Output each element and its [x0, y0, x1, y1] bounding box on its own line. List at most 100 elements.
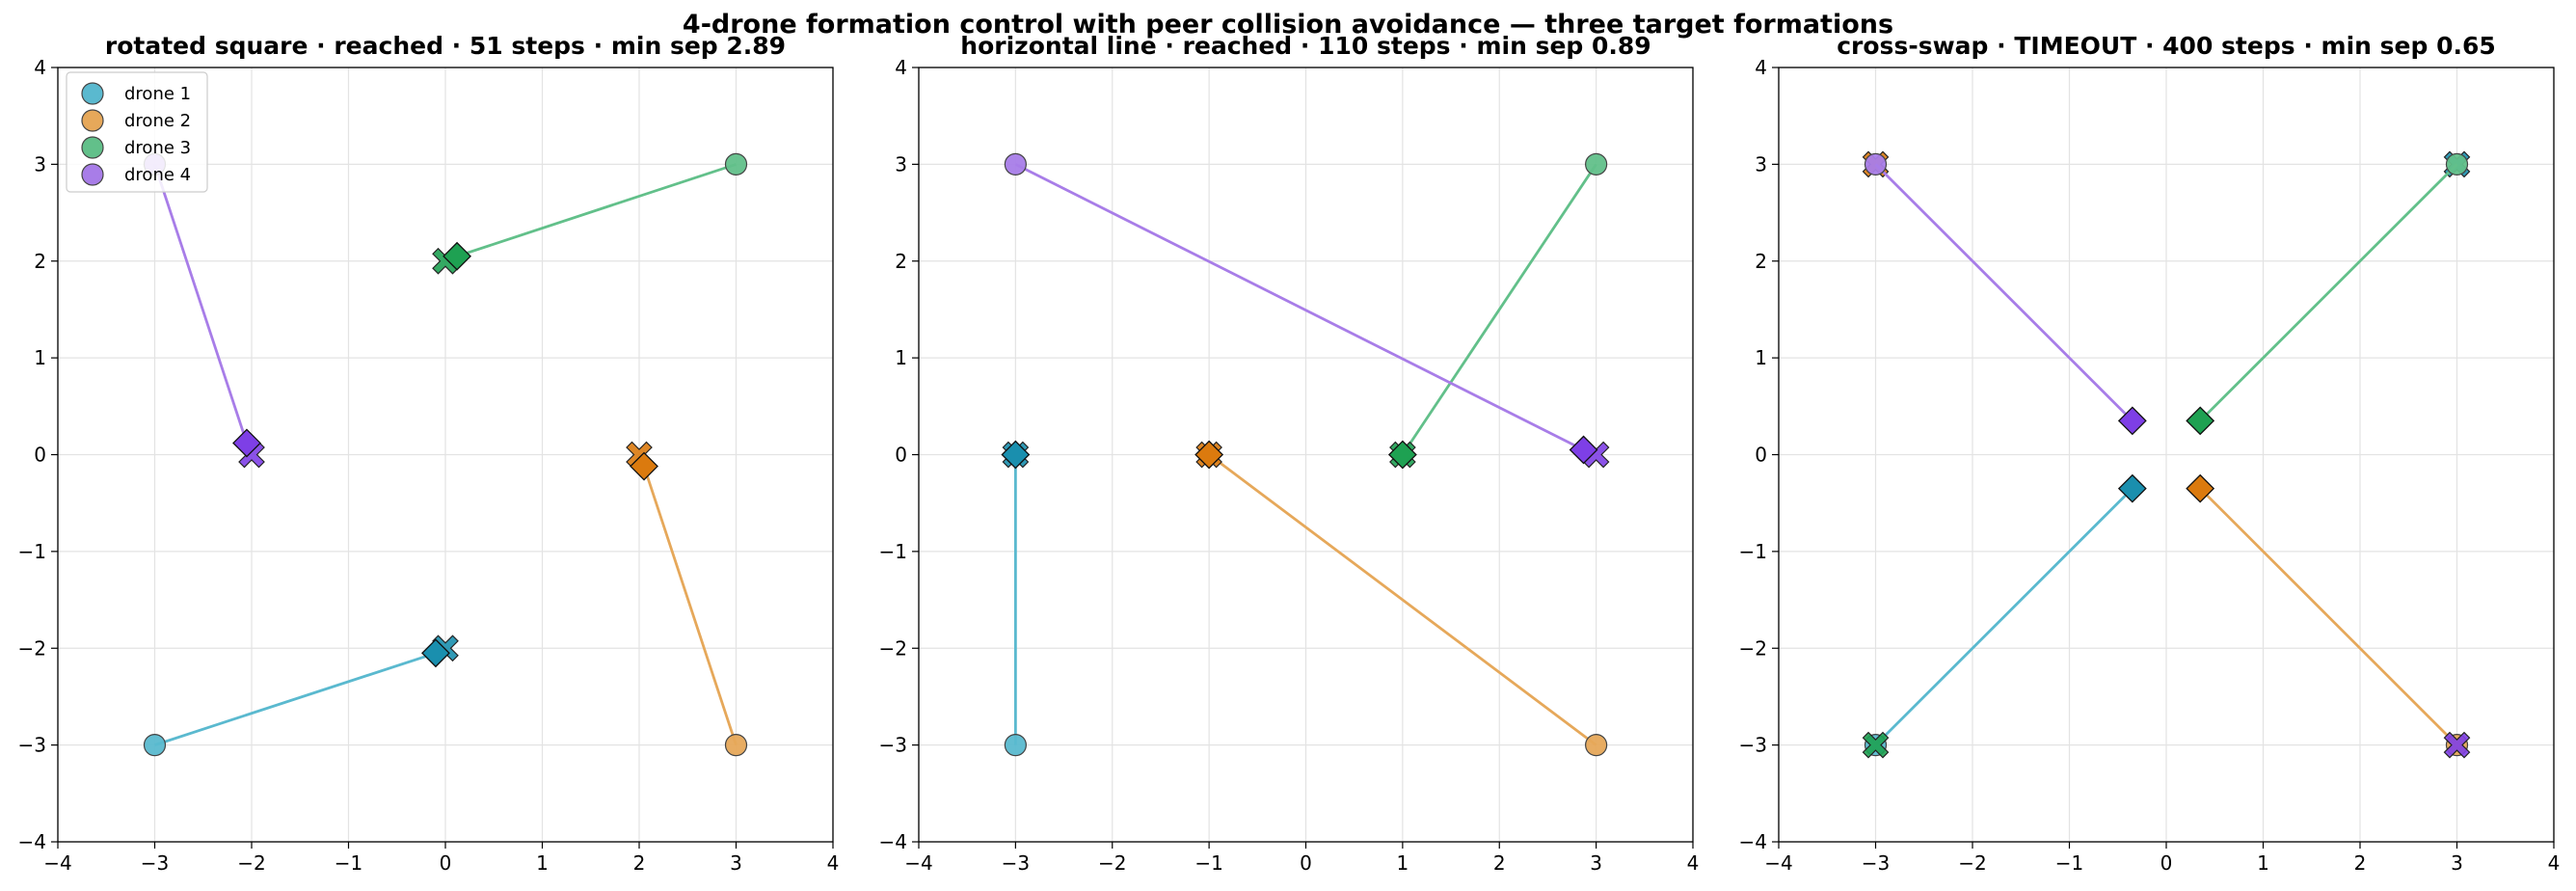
start-point: [724, 734, 748, 757]
y-tick-label: −4: [18, 830, 46, 853]
x-tick-label: −2: [1958, 851, 1986, 875]
target-point: [1862, 731, 1890, 759]
x-tick-label: 2: [1493, 851, 1506, 875]
y-tick-label: 1: [895, 346, 907, 369]
x-tick-label: −3: [1002, 851, 1030, 875]
trajectory-line: [2199, 487, 2458, 746]
panel-title: horizontal line · reached · 110 steps · …: [960, 32, 1650, 60]
x-tick-label: 0: [440, 851, 452, 875]
series-drone-4: [1864, 152, 2471, 759]
trajectory-line: [1401, 163, 1597, 456]
series-drone-1: [1001, 440, 1031, 757]
y-tick-label: −3: [1739, 734, 1767, 757]
target-point: [2443, 731, 2471, 759]
x-tick-label: 4: [1687, 851, 1700, 875]
legend-marker: [81, 109, 104, 132]
y-tick-label: −4: [879, 830, 907, 853]
y-tick-label: 2: [895, 250, 907, 273]
trajectory-line: [1874, 163, 2133, 422]
x-tick-label: 1: [2257, 851, 2269, 875]
panel-title: rotated square · reached · 51 steps · mi…: [105, 32, 786, 60]
x-tick-label: 3: [2451, 851, 2463, 875]
final-point: [630, 451, 658, 481]
x-tick-label: 3: [730, 851, 742, 875]
y-tick-label: 3: [895, 152, 907, 176]
trajectory-line: [456, 163, 737, 258]
y-tick-label: 3: [1755, 152, 1767, 176]
y-tick-label: 3: [34, 152, 46, 176]
x-tick-label: −1: [335, 851, 362, 875]
y-tick-label: 0: [34, 444, 46, 467]
legend-label: drone 2: [124, 111, 191, 131]
y-tick-label: 1: [34, 346, 46, 369]
start-point: [2445, 152, 2469, 176]
x-tick-label: −4: [1764, 851, 1792, 875]
series-drone-2: [626, 441, 748, 757]
series-drone-4: [1004, 152, 1610, 469]
series-drone-4: [143, 152, 265, 469]
y-tick-label: 1: [1755, 346, 1767, 369]
x-tick-label: −4: [43, 851, 71, 875]
y-tick-label: 0: [895, 444, 907, 467]
panel-2: −4 −3 −2 −1 0 1 2 3 4 −4 −3 −2 −1 0 1 2 3 4 horizontal lin…: [879, 32, 1700, 875]
y-tick-label: 4: [34, 56, 46, 79]
legend: drone 1 drone 2 drone 3 drone 4: [66, 71, 208, 193]
legend-box: [66, 71, 208, 193]
y-tick-label: 4: [895, 56, 907, 79]
y-tick-label: −3: [879, 734, 907, 757]
figure-title: 4-drone formation control with peer coll…: [683, 10, 1893, 40]
y-tick-label: −2: [1739, 636, 1767, 660]
legend-label: drone 3: [124, 138, 191, 158]
trajectory-line: [1208, 453, 1597, 746]
plot-area: [1862, 150, 2471, 759]
x-tick-label: −2: [237, 851, 265, 875]
y-tick-label: −1: [18, 540, 46, 563]
series-drone-2: [1194, 440, 1608, 757]
trajectory-line: [2199, 163, 2458, 422]
final-point: [2117, 473, 2147, 503]
x-tick-label: −2: [1098, 851, 1126, 875]
final-point: [1001, 440, 1031, 470]
y-tick-label: −1: [879, 540, 907, 563]
trajectory-line: [153, 163, 249, 444]
y-tick-label: 2: [34, 250, 46, 273]
series-drone-3: [1862, 152, 2469, 759]
trajectory-line: [642, 466, 738, 746]
start-point: [1004, 734, 1027, 757]
x-tick-label: 0: [1300, 851, 1312, 875]
x-tick-label: 2: [2354, 851, 2367, 875]
x-tick-label: −1: [2055, 851, 2083, 875]
final-point: [2186, 406, 2215, 436]
start-point: [1585, 152, 1608, 176]
legend-marker: [81, 163, 104, 186]
start-point: [1585, 734, 1608, 757]
final-point: [2186, 473, 2215, 503]
start-point: [143, 734, 167, 757]
final-point: [232, 428, 261, 458]
y-tick-label: −1: [1739, 540, 1767, 563]
start-point: [1864, 152, 1888, 176]
x-tick-label: 4: [2548, 851, 2561, 875]
x-tick-label: 2: [633, 851, 646, 875]
final-point: [443, 241, 471, 271]
x-tick-label: 1: [1397, 851, 1409, 875]
panel-3: −4 −3 −2 −1 0 1 2 3 4 −4 −3 −2 −1 0 1 2 3 4 cross-swap · T…: [1739, 32, 2561, 875]
y-tick-label: 4: [1755, 56, 1767, 79]
panel-1: −4 −3 −2 −1 0 1 2 3 4 −4 −3 −2 −1 0 1 2 3 4 rotated square…: [18, 32, 840, 875]
final-point: [2117, 406, 2147, 436]
legend-marker: [81, 82, 104, 105]
x-tick-label: −3: [1862, 851, 1890, 875]
y-tick-label: −3: [18, 734, 46, 757]
legend-label: drone 1: [124, 84, 191, 104]
y-tick-label: −4: [1739, 830, 1767, 853]
series-drone-3: [432, 152, 748, 275]
series-drone-1: [143, 634, 459, 757]
x-tick-label: 0: [2160, 851, 2173, 875]
x-tick-label: −1: [1194, 851, 1222, 875]
x-tick-label: −4: [904, 851, 932, 875]
start-point: [1004, 152, 1027, 176]
final-point: [421, 638, 450, 668]
final-point: [1387, 440, 1417, 470]
y-tick-label: 0: [1755, 444, 1767, 467]
